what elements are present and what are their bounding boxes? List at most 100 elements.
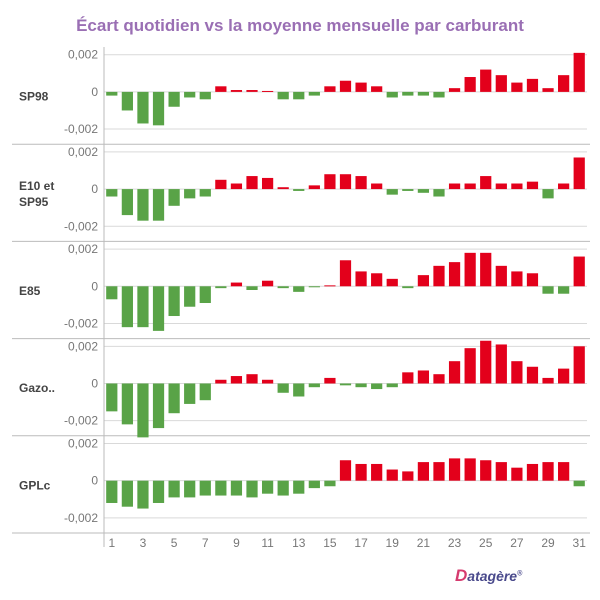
x-tick-label: 29 bbox=[541, 536, 555, 550]
bar bbox=[402, 286, 414, 289]
bar bbox=[324, 285, 336, 287]
bar bbox=[308, 480, 320, 489]
bar bbox=[137, 91, 149, 124]
bar bbox=[511, 82, 523, 92]
bar bbox=[184, 189, 196, 199]
bar bbox=[464, 458, 476, 481]
y-tick-label: 0 bbox=[91, 279, 98, 293]
bar bbox=[511, 183, 523, 190]
bar bbox=[308, 185, 320, 190]
bar bbox=[355, 176, 367, 190]
brand-name: atagère bbox=[467, 568, 518, 584]
x-tick-label: 19 bbox=[386, 536, 400, 550]
bar bbox=[433, 189, 445, 197]
x-tick-label: 25 bbox=[479, 536, 493, 550]
bar bbox=[417, 189, 430, 193]
bar bbox=[417, 370, 430, 384]
bar bbox=[448, 262, 461, 287]
bar bbox=[573, 346, 585, 384]
y-tick-label: -0,002 bbox=[64, 219, 98, 233]
bar bbox=[152, 383, 165, 429]
bar bbox=[402, 91, 414, 96]
bar bbox=[121, 91, 133, 111]
y-tick-label: -0,002 bbox=[64, 316, 98, 330]
brand-initial: D bbox=[455, 566, 468, 585]
bar bbox=[417, 275, 430, 287]
x-tick-label: 17 bbox=[354, 536, 368, 550]
bar bbox=[106, 383, 118, 412]
bar bbox=[371, 273, 383, 287]
bar bbox=[433, 462, 445, 481]
bar bbox=[261, 90, 274, 92]
bar bbox=[495, 344, 507, 384]
bar bbox=[558, 183, 570, 190]
bar bbox=[168, 480, 180, 498]
bar bbox=[261, 480, 274, 494]
bar bbox=[402, 189, 414, 191]
bar bbox=[417, 91, 430, 96]
bar bbox=[215, 286, 227, 289]
bar bbox=[152, 189, 165, 221]
bar bbox=[573, 52, 585, 92]
bar bbox=[526, 78, 539, 92]
bar bbox=[448, 361, 461, 384]
bar bbox=[480, 176, 492, 190]
bar bbox=[277, 383, 289, 393]
bar bbox=[246, 480, 258, 498]
series-label: Gazo.. bbox=[19, 381, 55, 395]
bar bbox=[371, 383, 383, 390]
x-tick-label: 3 bbox=[140, 536, 147, 550]
bar bbox=[152, 480, 165, 503]
bar bbox=[558, 368, 570, 384]
x-tick-label: 13 bbox=[292, 536, 306, 550]
x-tick-label: 9 bbox=[233, 536, 240, 550]
bar bbox=[558, 462, 570, 481]
bar bbox=[511, 361, 523, 384]
bar bbox=[137, 189, 149, 221]
bar bbox=[558, 286, 570, 294]
bar bbox=[573, 256, 585, 287]
bar bbox=[433, 91, 445, 98]
y-tick-label: 0 bbox=[91, 474, 98, 488]
bar bbox=[526, 181, 539, 190]
bar bbox=[542, 286, 554, 294]
bar bbox=[558, 75, 570, 92]
x-tick-label: 15 bbox=[323, 536, 337, 550]
bar bbox=[121, 189, 133, 216]
bar bbox=[199, 480, 211, 496]
bar bbox=[215, 179, 227, 190]
bar bbox=[386, 91, 398, 98]
bar bbox=[464, 77, 476, 92]
bar bbox=[199, 91, 211, 100]
x-tick-label: 23 bbox=[448, 536, 462, 550]
bar bbox=[152, 286, 165, 331]
x-tick-label: 21 bbox=[417, 536, 431, 550]
bar bbox=[339, 174, 352, 190]
bar bbox=[215, 379, 227, 384]
bar bbox=[293, 189, 305, 191]
bar bbox=[495, 265, 507, 287]
bar bbox=[448, 458, 461, 481]
bar bbox=[433, 265, 445, 287]
y-tick-label: -0,002 bbox=[64, 414, 98, 428]
bar bbox=[573, 480, 585, 487]
bar bbox=[511, 467, 523, 481]
chart-title: Écart quotidien vs la moyenne mensuelle … bbox=[76, 16, 524, 35]
y-tick-label: 0,002 bbox=[68, 437, 98, 451]
brand-mark: ® bbox=[517, 570, 523, 578]
bar bbox=[480, 69, 492, 92]
bar bbox=[168, 91, 180, 107]
x-tick-label: 7 bbox=[202, 536, 209, 550]
bar bbox=[448, 88, 461, 92]
y-tick-label: -0,002 bbox=[64, 511, 98, 525]
bar bbox=[526, 463, 539, 481]
bar bbox=[106, 189, 118, 197]
bar bbox=[230, 90, 243, 92]
x-tick-label: 27 bbox=[510, 536, 524, 550]
bar bbox=[339, 383, 352, 386]
bar bbox=[339, 260, 352, 287]
bar bbox=[277, 91, 289, 100]
bar bbox=[542, 377, 554, 384]
bar bbox=[371, 463, 383, 481]
